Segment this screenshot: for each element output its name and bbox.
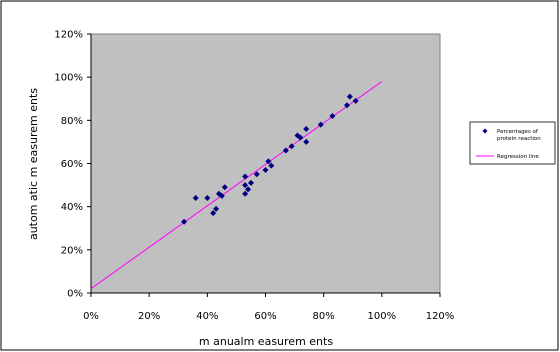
x-axis-label: m anualm easurem ents [199,335,333,348]
x-tick-label: 40% [196,311,218,322]
legend-marker-points [482,128,488,134]
x-tick-label: 0% [83,311,99,322]
data-point [262,166,269,173]
legend-label-regression: Regression line [497,154,539,160]
y-tick-label: 40% [61,202,83,213]
data-point [343,102,350,109]
data-point [245,186,252,193]
x-tick-label: 120% [426,311,455,322]
data-point [204,195,211,202]
x-tick-label: 80% [313,311,335,322]
data-point [352,97,359,104]
y-tick-label: 0% [67,289,83,300]
y-axis-label: autom atic m easurem ents [27,88,40,240]
legend-label-points-line2: protein reaction [497,136,541,142]
x-tick-label: 60% [254,311,276,322]
data-point [242,173,249,180]
data-point [303,125,310,132]
data-point [181,218,188,225]
data-point [210,210,217,217]
data-point [288,143,295,150]
data-point [213,205,220,212]
data-point [329,113,336,120]
data-point [221,184,228,191]
x-tick-label: 100% [368,311,397,322]
data-point [282,147,289,154]
data-point [247,179,254,186]
data-point [317,121,324,128]
legend-box [469,121,556,165]
data-points-layer [181,93,359,225]
data-point [242,182,249,189]
data-point [268,162,275,169]
data-point [265,158,272,165]
data-point [192,195,199,202]
data-point [297,134,304,141]
data-point [218,192,225,199]
y-tick-label: 20% [61,245,83,256]
y-tick-label: 100% [54,73,83,84]
y-tick-label: 80% [61,116,83,127]
data-point [242,190,249,197]
y-axis: 0% 20% 40% 60% 80% 100% 120% [54,30,92,300]
data-point [253,171,260,178]
data-point [346,93,353,100]
y-tick-label: 120% [54,30,83,41]
x-axis: 0% 20% 40% 60% 80% 100% 120% [83,292,455,322]
legend-label-points: Percentages of [497,129,539,135]
data-point [303,138,310,145]
plot-area [90,33,441,294]
y-tick-label: 60% [61,159,83,170]
x-tick-label: 20% [138,311,160,322]
